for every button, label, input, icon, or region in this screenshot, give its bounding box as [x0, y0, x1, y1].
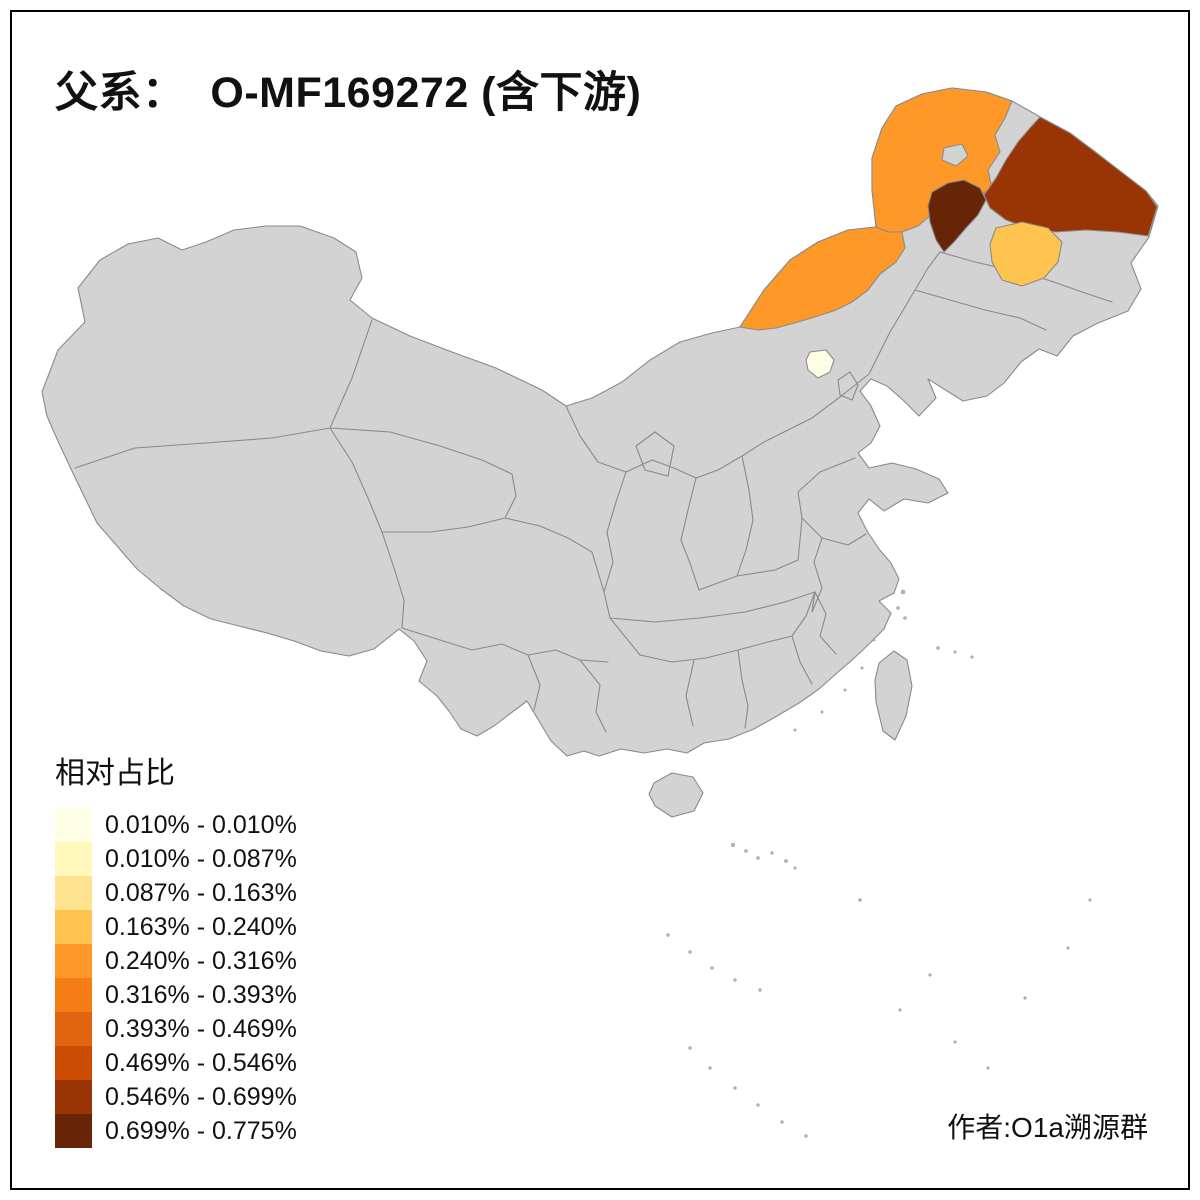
province-boundaries: [74, 251, 1113, 733]
legend-label: 0.010% - 0.010%: [105, 810, 297, 839]
legend-row: 0.010% - 0.010%: [55, 808, 297, 842]
taiwan-island: [874, 650, 913, 741]
islands: [648, 650, 913, 818]
legend-label: 0.163% - 0.240%: [105, 912, 297, 941]
legend-row: 0.240% - 0.316%: [55, 944, 297, 978]
legend-swatch: [55, 808, 92, 842]
legend-label: 0.010% - 0.087%: [105, 844, 297, 873]
highlighted-regions: [739, 87, 1158, 379]
page-title: 父系： O-MF169272 (含下游): [55, 69, 642, 117]
legend-label: 0.469% - 0.546%: [105, 1048, 297, 1077]
legend-swatch: [55, 910, 92, 944]
legend-swatch: [55, 1080, 92, 1114]
region-northeast-pale-gold: [989, 221, 1063, 287]
legend-swatch: [55, 1046, 92, 1080]
region-inner-mongolia-central: [739, 226, 906, 331]
legend-swatch: [55, 1114, 92, 1148]
legend-label: 0.546% - 0.699%: [105, 1082, 297, 1111]
legend-swatch: [55, 944, 92, 978]
region-northeast-darkest: [927, 179, 987, 253]
legend-label: 0.393% - 0.469%: [105, 1014, 297, 1043]
legend-row: 0.469% - 0.546%: [55, 1046, 297, 1080]
legend-row: 0.316% - 0.393%: [55, 978, 297, 1012]
legend-title: 相对占比: [55, 757, 175, 790]
south-china-sea-islands: [666, 589, 1092, 1138]
legend-swatch: [55, 978, 92, 1012]
region-northeast-dark-brown: [983, 116, 1158, 237]
legend-row: 0.087% - 0.163%: [55, 876, 297, 910]
legend-row: 0.010% - 0.087%: [55, 842, 297, 876]
legend-swatch: [55, 876, 92, 910]
legend-row: 0.163% - 0.240%: [55, 910, 297, 944]
hainan-island: [648, 772, 704, 818]
legend-label: 0.087% - 0.163%: [105, 878, 297, 907]
legend-swatch: [55, 842, 92, 876]
region-enclave-gray: [941, 143, 969, 167]
legend-label: 0.316% - 0.393%: [105, 980, 297, 1009]
legend-row: 0.546% - 0.699%: [55, 1080, 297, 1114]
author-credit: 作者:O1a溯源群: [947, 1112, 1148, 1143]
legend-swatch: [55, 1012, 92, 1046]
region-beijing-cream: [805, 349, 835, 379]
legend-label: 0.240% - 0.316%: [105, 946, 297, 975]
legend-row: 0.393% - 0.469%: [55, 1012, 297, 1046]
legend: 相对占比 0.010% - 0.010% 0.010% - 0.087% 0.0…: [55, 748, 297, 1148]
legend-row: 0.699% - 0.775%: [55, 1114, 297, 1148]
legend-label: 0.699% - 0.775%: [105, 1116, 297, 1145]
